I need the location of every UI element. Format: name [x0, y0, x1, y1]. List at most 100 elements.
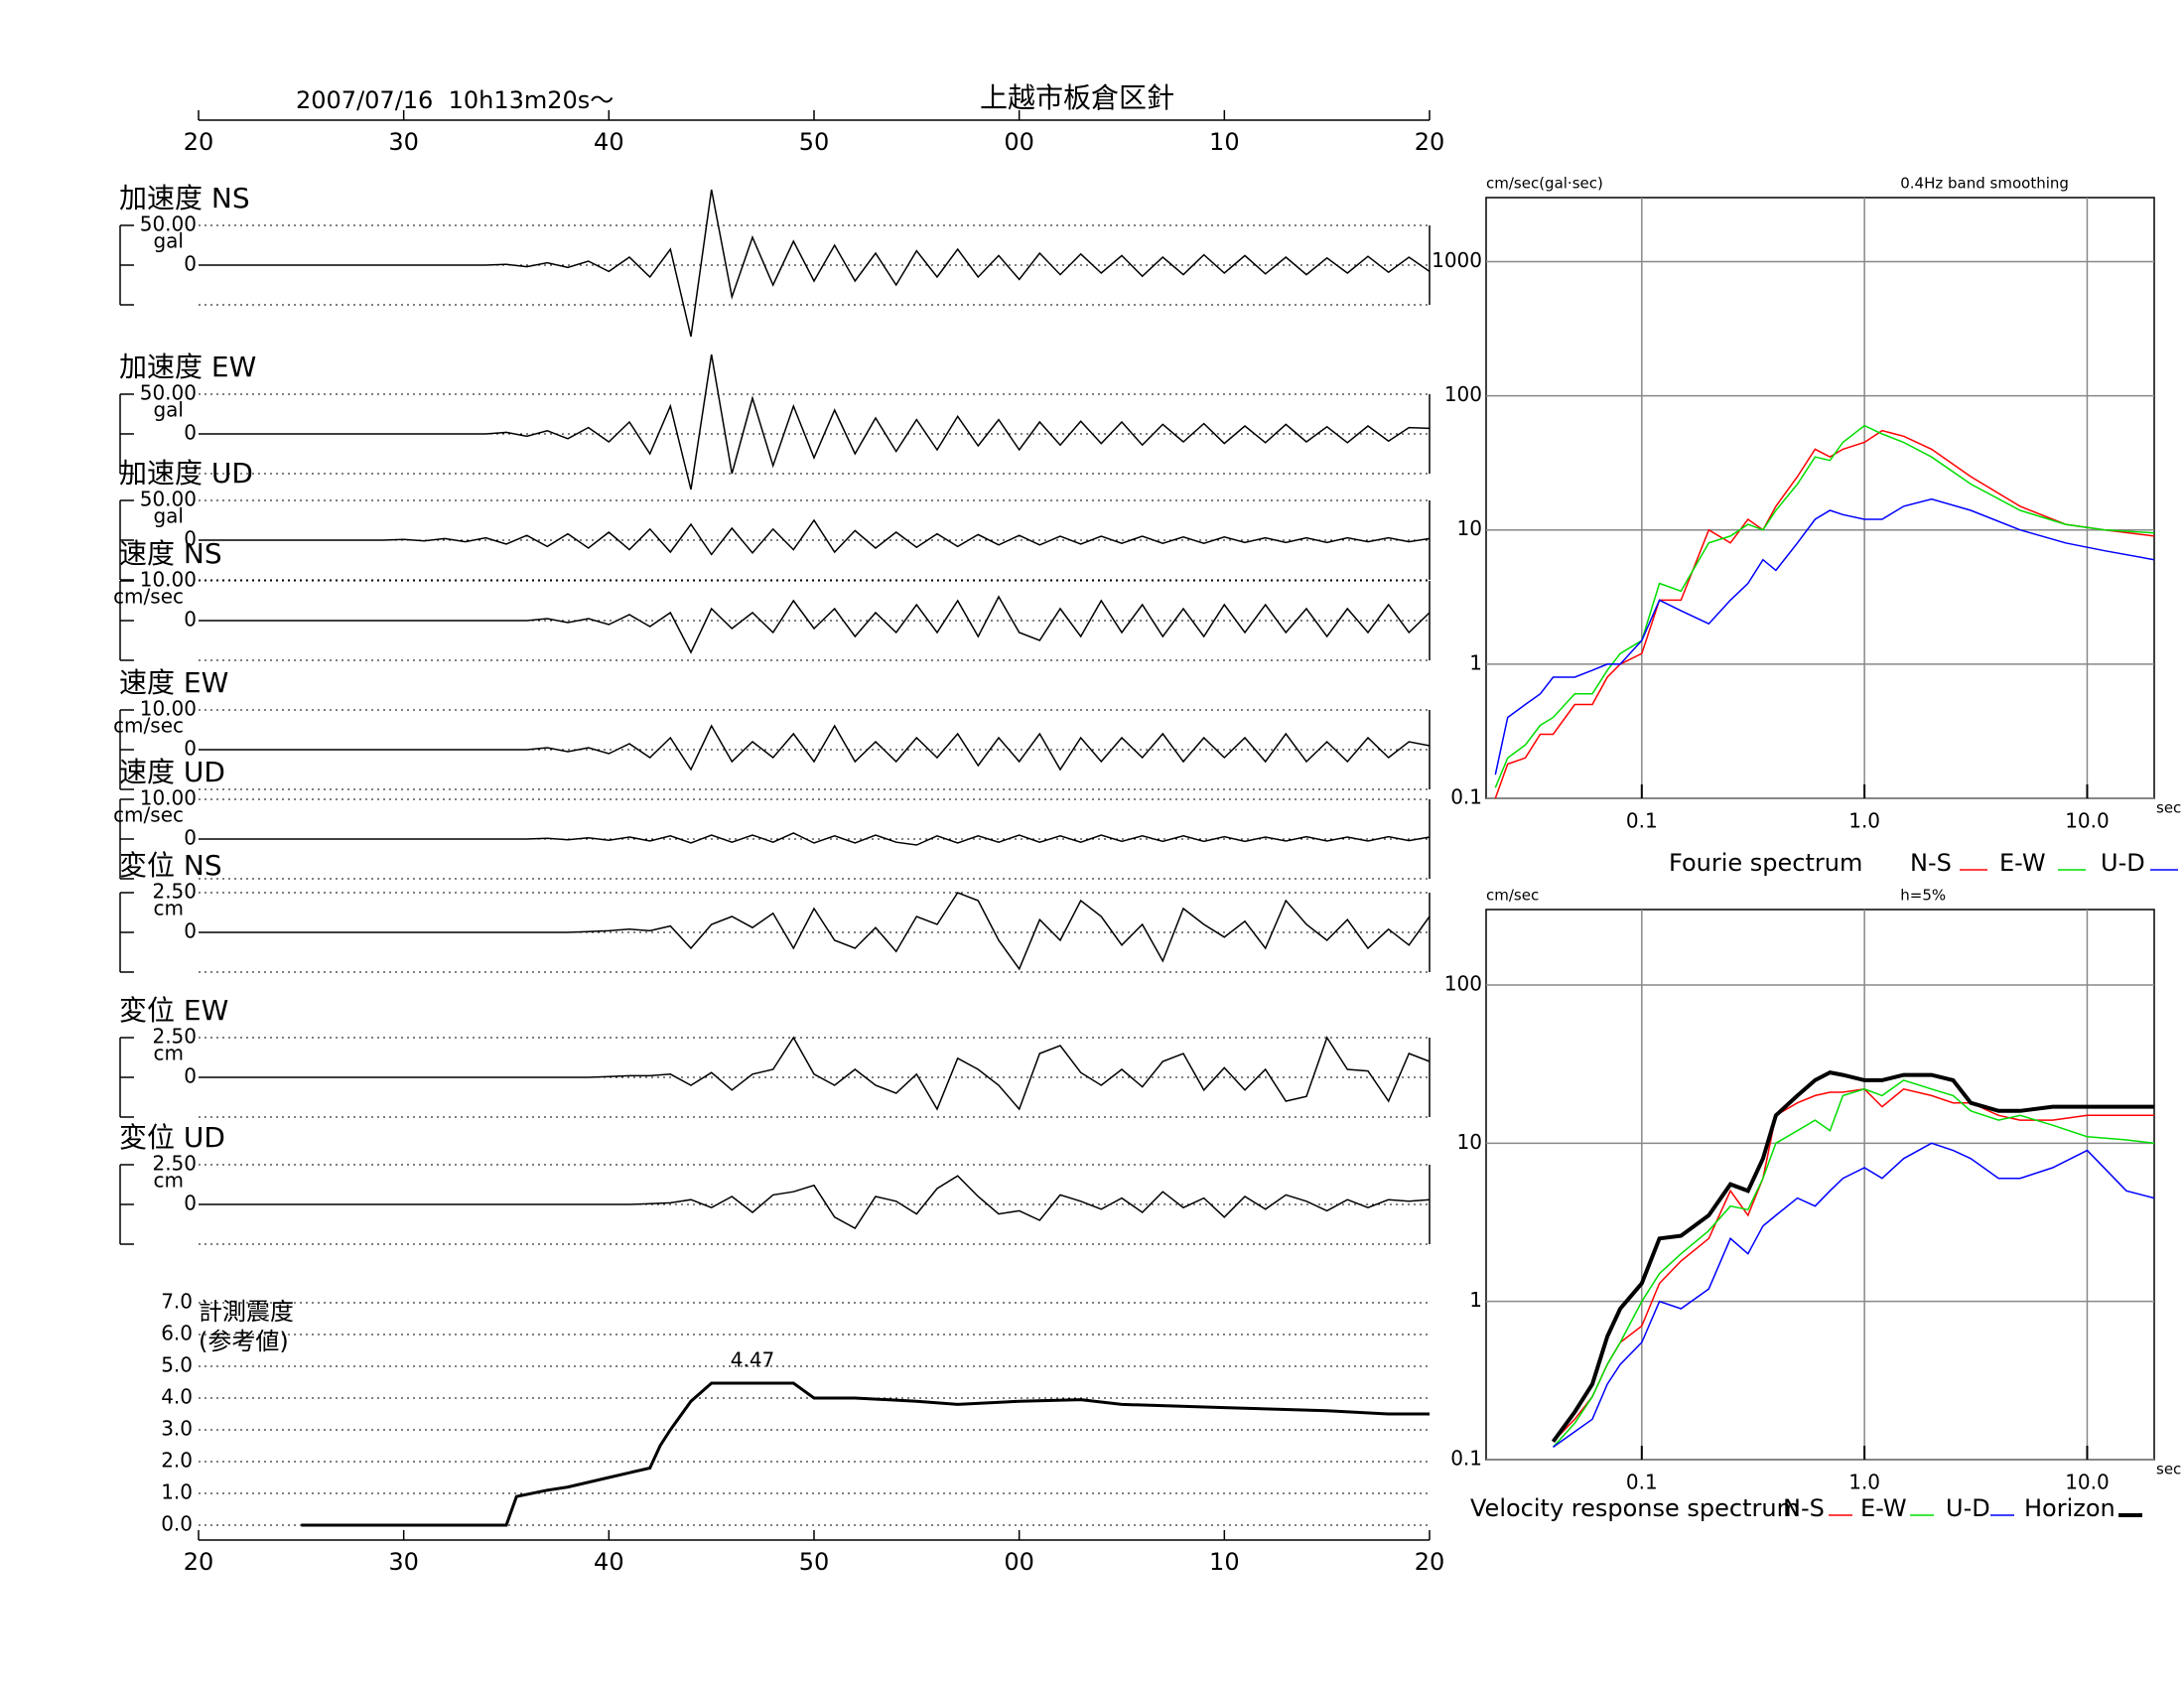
- x-tick-label: 40: [594, 1548, 624, 1576]
- x-tick-label: 10: [1209, 1548, 1240, 1576]
- series-line: [1553, 1142, 2155, 1449]
- x-tick-label: 20: [1415, 128, 1445, 156]
- trace-label: 変位 UD: [119, 1121, 225, 1154]
- unit-label: gal: [153, 229, 184, 253]
- series-line: [301, 1381, 1430, 1527]
- x-tick-label: 50: [799, 1548, 830, 1576]
- chart-subtitle: 2007/07/16 10h13m20s〜: [296, 86, 614, 114]
- waveform: [199, 518, 1431, 556]
- y-tick-label: 100: [1444, 972, 1482, 996]
- series-line: [1551, 1070, 2154, 1443]
- trace-label: 加速度 NS: [119, 182, 250, 214]
- series-line: [1494, 429, 2155, 799]
- unit-label: gal: [153, 398, 184, 422]
- legend-label: N-S: [1910, 849, 1952, 877]
- unit-label: cm/sec: [113, 714, 184, 738]
- note: 0.4Hz band smoothing: [1900, 175, 2069, 193]
- y-tick-label: 10.00: [140, 568, 197, 592]
- y-tick-label: 4.0: [161, 1385, 193, 1409]
- x-tick-label: 10.0: [2065, 809, 2110, 833]
- x-tick-label: 40: [594, 128, 624, 156]
- x-tick-label: 20: [184, 128, 214, 156]
- trace-label: 速度 NS: [119, 537, 222, 570]
- legend-title: Velocity response spectrum: [1470, 1494, 1800, 1522]
- waveform: [199, 724, 1431, 772]
- y-tick-label: 50.00: [140, 381, 197, 405]
- unit-label: cm: [154, 897, 184, 920]
- x-tick-label: 30: [388, 1548, 419, 1576]
- x-tick-label: 50: [799, 128, 830, 156]
- x-axis-label: sec: [2156, 799, 2181, 817]
- y-tick-label: 0: [184, 737, 197, 761]
- y-tick-label: 1.0: [161, 1480, 193, 1504]
- waveform: [199, 353, 1431, 491]
- y-tick-label: 6.0: [161, 1322, 193, 1345]
- waveform: [199, 189, 1431, 338]
- y-tick-label: 100: [1444, 382, 1482, 406]
- y-tick-label: 10.00: [140, 697, 197, 721]
- y-tick-label: 0: [184, 608, 197, 632]
- x-tick-label: 00: [1004, 128, 1034, 156]
- legend-label: E-W: [1860, 1494, 1907, 1522]
- x-tick-label: 1.0: [1848, 809, 1880, 833]
- series-line: [1494, 424, 2155, 788]
- legend-label: E-W: [1999, 849, 2046, 877]
- unit-label: cm/sec: [113, 585, 184, 609]
- waveform: [199, 1175, 1431, 1229]
- y-tick-label: 2.50: [152, 880, 197, 904]
- y-tick-label: 2.0: [161, 1449, 193, 1473]
- trace-label: 加速度 UD: [119, 457, 253, 490]
- unit-label: gal: [153, 504, 184, 528]
- trace-label: 変位 NS: [119, 849, 222, 882]
- y-tick-label: 10.00: [140, 786, 197, 810]
- trace-label: 変位 EW: [119, 994, 228, 1027]
- waveform: [199, 892, 1431, 971]
- trace-label: 速度 UD: [119, 756, 225, 788]
- y-tick-label: 0.1: [1450, 785, 1482, 809]
- x-tick-label: 1.0: [1848, 1471, 1880, 1494]
- legend-label: Horizon: [2024, 1494, 2116, 1522]
- trace-label: 加速度 EW: [119, 351, 256, 383]
- series-line: [1552, 1087, 2154, 1443]
- trace-label: 速度 EW: [119, 666, 228, 699]
- y-tick-label: 0: [184, 1064, 197, 1088]
- y-axis-label: cm/sec: [1486, 887, 1539, 905]
- x-tick-label: 00: [1004, 1548, 1034, 1576]
- y-tick-label: 1000: [1432, 248, 1482, 272]
- y-tick-label: 0.1: [1450, 1447, 1482, 1471]
- y-tick-label: 50.00: [140, 212, 197, 236]
- y-axis-label: (参考値): [199, 1328, 289, 1355]
- unit-label: cm: [154, 1169, 184, 1193]
- x-tick-label: 10: [1209, 128, 1240, 156]
- series-line: [1552, 1079, 2155, 1448]
- unit-label: cm/sec: [113, 803, 184, 827]
- x-tick-label: 20: [184, 1548, 214, 1576]
- y-tick-label: 50.00: [140, 488, 197, 511]
- legend-label: U-D: [1946, 1494, 1990, 1522]
- y-tick-label: 10: [1457, 1130, 1482, 1154]
- x-tick-label: 20: [1415, 1548, 1445, 1576]
- waveform: [199, 1036, 1431, 1111]
- series-line: [1494, 497, 2155, 775]
- y-tick-label: 1: [1469, 650, 1482, 674]
- legend-label: U-D: [2101, 849, 2145, 877]
- y-tick-label: 1: [1469, 1288, 1482, 1312]
- y-tick-label: 7.0: [161, 1290, 193, 1314]
- unit-label: cm: [154, 1042, 184, 1065]
- y-tick-label: 0: [184, 919, 197, 943]
- y-tick-label: 5.0: [161, 1353, 193, 1377]
- y-tick-label: 10: [1457, 516, 1482, 540]
- y-tick-label: 0: [184, 527, 197, 551]
- waveform: [199, 832, 1431, 846]
- y-tick-label: 2.50: [152, 1152, 197, 1176]
- y-tick-label: 2.50: [152, 1025, 197, 1049]
- x-axis-label: sec: [2156, 1461, 2181, 1478]
- y-axis-label: 計測震度: [199, 1298, 294, 1326]
- note: h=5%: [1900, 887, 1946, 905]
- waveform: [199, 595, 1431, 654]
- y-tick-label: 0.0: [161, 1512, 193, 1536]
- y-tick-label: 0: [184, 421, 197, 445]
- x-tick-label: 30: [388, 128, 419, 156]
